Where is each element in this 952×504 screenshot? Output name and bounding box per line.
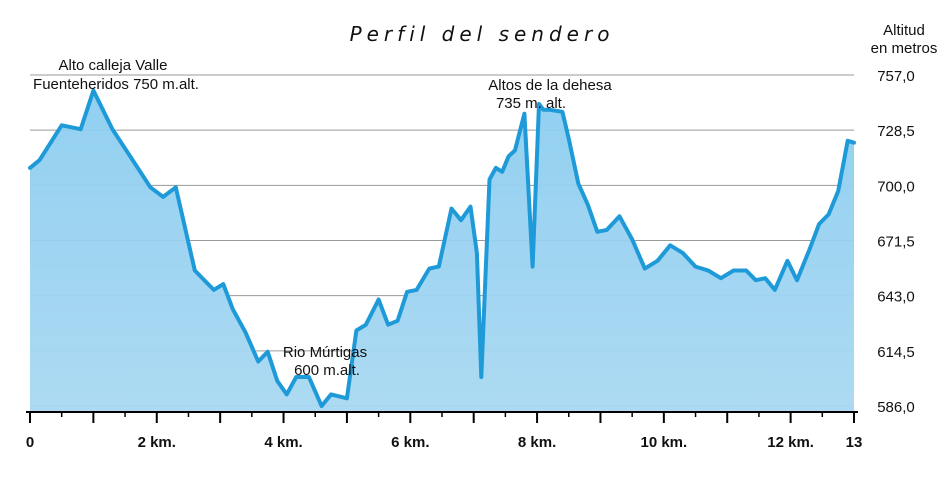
y-tick-label: 728,5 — [877, 123, 915, 140]
plot-area — [28, 88, 856, 412]
x-tick-label: 13 — [846, 434, 863, 451]
elevation-area — [30, 90, 854, 412]
x-axis: 0 2 km. 4 km. 6 km. 8 km. 10 km. 12 km. 13 — [26, 411, 863, 451]
elevation-line — [28, 88, 856, 408]
y-tick-label: 757,0 — [877, 68, 915, 85]
x-tick-label: 4 km. — [264, 434, 302, 451]
annotation-rio-murtigas: Rio Múrtigas 600 m.alt. — [283, 344, 367, 379]
y-tick-label: 671,5 — [877, 234, 915, 251]
annotation-rio-murtigas-line-2: 600 m.alt. — [294, 362, 360, 379]
x-tick-label: 10 km. — [640, 434, 687, 451]
annotation-alto-calleja-line-2: Fuenteheridos 750 m.alt. — [33, 76, 199, 93]
annotation-rio-murtigas-line-1: Rio Múrtigas — [283, 344, 367, 361]
x-tick-label: 8 km. — [518, 434, 556, 451]
x-tick-label: 0 — [26, 434, 34, 451]
x-tick-label: 12 km. — [767, 434, 814, 451]
chart-title: Perfil del sendero — [350, 22, 615, 46]
y-tick-label: 700,0 — [877, 178, 915, 195]
annotation-altos-dehesa: Altos de la dehesa 735 m. alt. — [488, 77, 612, 112]
annotation-alto-calleja-line-1: Alto calleja Valle — [59, 57, 168, 74]
y-axis-label-line-1: Altitud — [883, 22, 925, 39]
y-tick-label: 643,0 — [877, 289, 915, 306]
annotation-alto-calleja: Alto calleja Valle Fuenteheridos 750 m.a… — [33, 57, 199, 93]
y-tick-label: 586,0 — [877, 399, 915, 416]
x-tick-label: 2 km. — [138, 434, 176, 451]
x-tick-label: 6 km. — [391, 434, 429, 451]
annotation-altos-dehesa-line-2: 735 m. alt. — [496, 95, 566, 112]
y-tick-label: 614,5 — [877, 344, 915, 361]
y-axis: 586,0 614,5 643,0 671,5 700,0 728,5 757,0 — [877, 68, 915, 416]
y-axis-label-line-2: en metros — [871, 40, 938, 57]
annotation-altos-dehesa-line-1: Altos de la dehesa — [488, 77, 612, 94]
